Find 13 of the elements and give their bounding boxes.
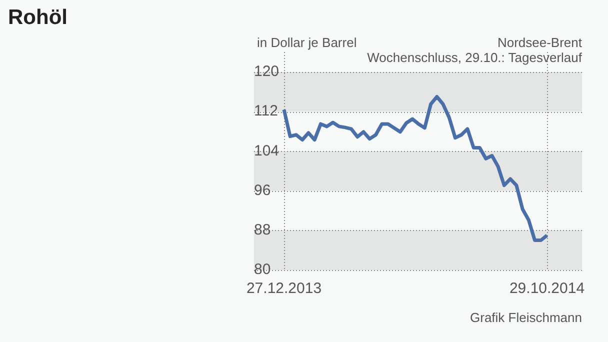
chart-subtitle: Nordsee-Brent [497,35,582,50]
y-tick-label: 80 [254,261,271,278]
x-tick-label: 27.12.2013 [246,280,322,298]
text: Rohöl [8,6,68,30]
y-axis-title: in Dollar je Barrel [257,35,357,50]
text: Grafik Fleischmann [470,310,582,325]
y-tick-label: 104 [254,142,280,160]
y-tick-label: 96 [254,182,271,199]
text: Wochenschluss, 29.10.: Tagesverlauf [367,50,582,65]
x-tick-label: 29.10.2014 [509,280,585,298]
y-tick-label: 88 [254,222,271,239]
y-tick-label: 120 [254,63,280,80]
y-tick-label: 112 [254,102,278,120]
